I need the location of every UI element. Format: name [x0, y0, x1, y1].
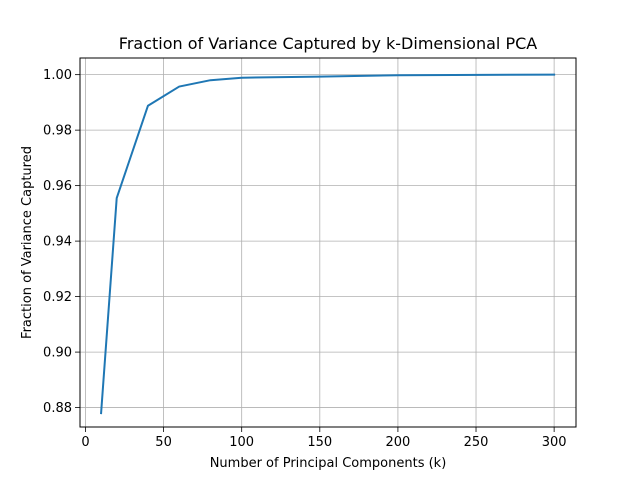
x-axis-label: Number of Principal Components (k): [210, 456, 447, 471]
x-tick-label: 250: [464, 435, 489, 450]
y-tick-label: 1.00: [43, 68, 72, 83]
series-layer: [100, 73, 556, 415]
x-tick-label: 100: [229, 435, 254, 450]
y-tick-label: 0.96: [43, 179, 72, 194]
ticks: 0 50 100 150 200 250 300 0.88 0.90 0.92 0.94 0.96 0.…: [43, 68, 566, 450]
x-tick-label: 0: [81, 435, 89, 450]
grid: [80, 58, 576, 427]
y-tick-label: 0.94: [43, 235, 72, 250]
x-tick-label: 50: [155, 435, 172, 450]
series-line: [100, 73, 556, 415]
plot-area-frame: [79, 57, 577, 428]
y-tick-label: 0.90: [43, 346, 72, 361]
x-tick-label: 150: [307, 435, 332, 450]
y-tick-label: 0.98: [43, 124, 72, 139]
x-tick-label: 300: [542, 435, 567, 450]
y-tick-label: 0.88: [43, 401, 72, 416]
x-tick-label: 200: [385, 435, 410, 450]
y-tick-label: 0.92: [43, 290, 72, 305]
y-axis-label: Fraction of Variance Captured: [20, 146, 35, 339]
chart-title: Fraction of Variance Captured by k-Dimen…: [119, 34, 537, 53]
